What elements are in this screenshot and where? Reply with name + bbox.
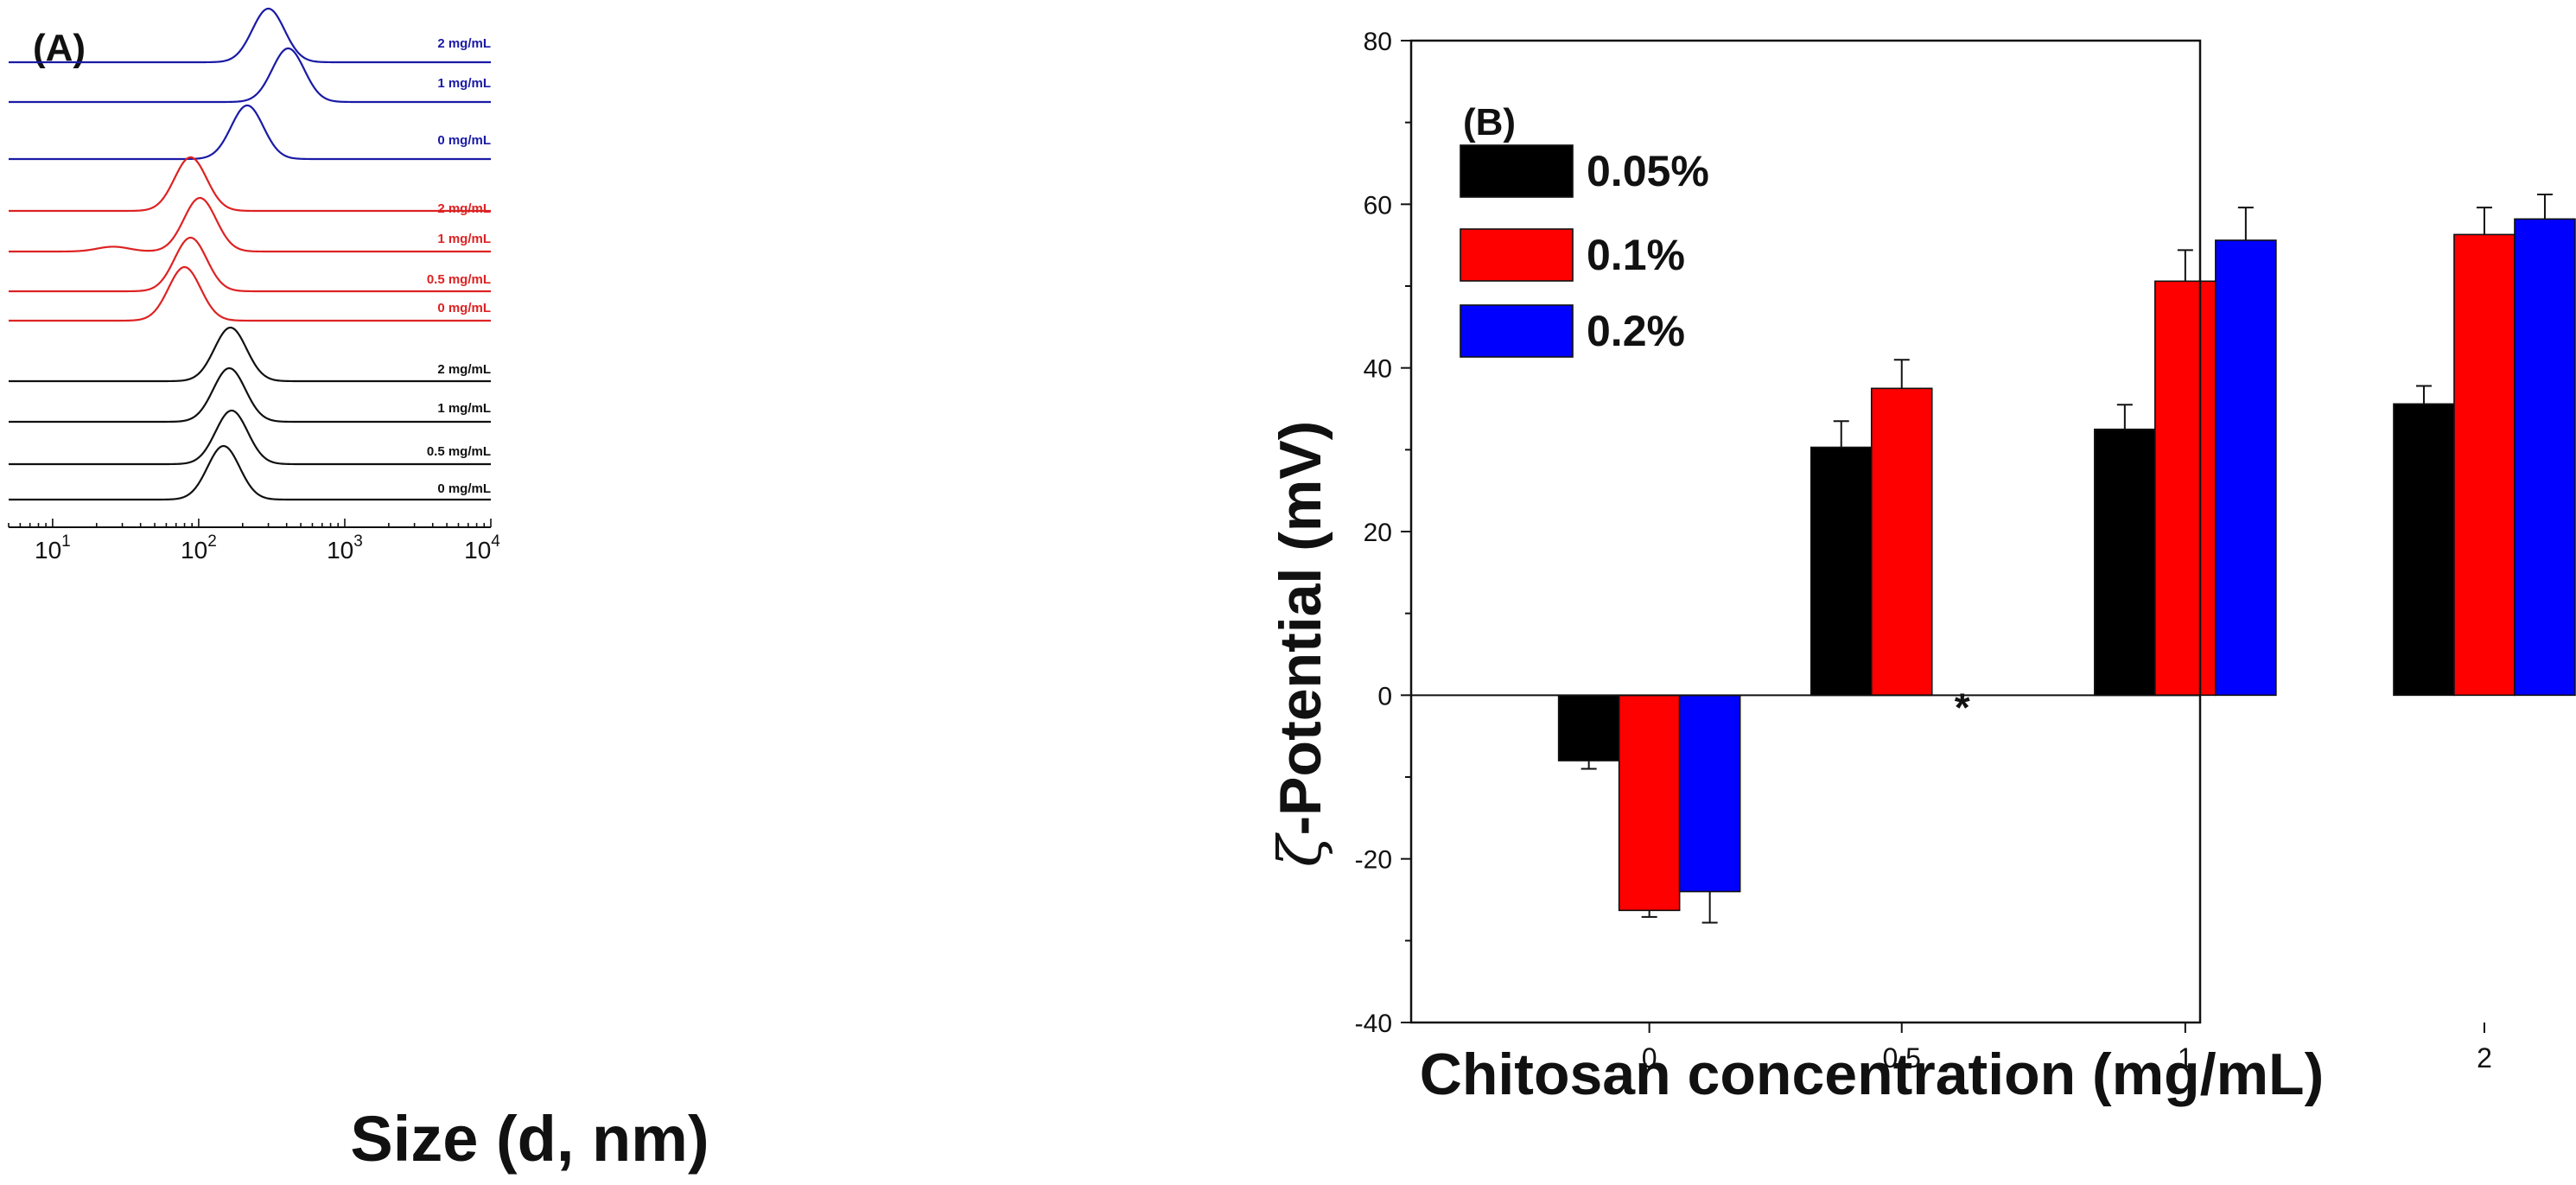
- panel-a-curves: 2 mg/mL 1 mg/mL 0 mg/mL 2 mg/mL 1 mg/mL 0.5 m…: [9, 7, 491, 501]
- x-tick-label: 2: [2477, 1042, 2492, 1074]
- y-tick-label: 80: [1364, 28, 1392, 56]
- y-tick-label: 40: [1364, 355, 1392, 384]
- x-tick-label: 104: [464, 532, 500, 564]
- curve-label: 0 mg/mL: [437, 301, 491, 315]
- zeta-symbol: ζ: [1267, 831, 1335, 867]
- curve-label: 2 mg/mL: [437, 201, 491, 216]
- panel-b-legend: 0.05% 0.1% 0.2%: [1460, 144, 1709, 358]
- bar-0.5-0.1%: [1870, 387, 1933, 697]
- curve-black-0-5-mg-mL: [9, 409, 491, 466]
- curve-red-0-5-mg-mL: [9, 236, 491, 293]
- x-tick-label: 0: [1642, 1042, 1657, 1074]
- curve-label: 0.5 mg/mL: [427, 272, 491, 287]
- curve-label: 0 mg/mL: [437, 133, 491, 148]
- legend-swatch-0.05%: [1460, 144, 1574, 198]
- bar-2-0.1%: [2453, 233, 2516, 697]
- legend-swatch-0.1%: [1460, 228, 1574, 282]
- curve-label: 0 mg/mL: [437, 481, 491, 496]
- curve-blue-2-mg-mL: [9, 7, 491, 64]
- bar-0-0.2%: [1678, 694, 1741, 893]
- bar-2-0.2%: [2514, 218, 2576, 697]
- curve-red-0-mg-mL: [9, 265, 491, 322]
- curve-label: 1 mg/mL: [437, 401, 491, 416]
- bar-1-0.1%: [2154, 280, 2217, 697]
- x-tick-base: 10: [464, 537, 491, 564]
- bar-1-0.05%: [2094, 428, 2156, 697]
- panel-b-error-bars: [1581, 193, 2553, 924]
- legend-swatch-0.2%: [1460, 304, 1574, 358]
- panel-a-x-axis-title: Size (d, nm): [350, 1103, 709, 1175]
- panel-a-size-distribution: (A) 2 mg/mL1 mg/mL0 mg/mL2 mg/mL1 mg/mL0…: [8, 7, 709, 1175]
- x-tick-base: 10: [35, 537, 61, 564]
- panel-b-annotation-star: *: [1955, 685, 1970, 729]
- curve-blue-1-mg-mL: [9, 47, 491, 104]
- panel-b-axes: -40 -20 0 20 40 60 80 0 0.5 1 2: [1355, 28, 2492, 1074]
- bar-2-0.05%: [2393, 403, 2455, 697]
- curve-label: 2 mg/mL: [437, 36, 491, 51]
- bar-0-0.1%: [1618, 694, 1681, 912]
- panel-b-y-axis-title: ζ-Potential (mV): [1267, 421, 1335, 868]
- x-tick-label: 102: [181, 532, 217, 564]
- y-axis-title-text: -Potential (mV): [1268, 421, 1333, 836]
- bar-0-0.05%: [1557, 694, 1620, 761]
- x-tick-exponent: 3: [353, 532, 363, 551]
- x-tick-exponent: 4: [491, 532, 500, 551]
- bar-0.5-0.05%: [1810, 446, 1873, 697]
- panel-b-bars: [1557, 218, 2576, 912]
- curve-label: 0.5 mg/mL: [427, 444, 491, 459]
- x-tick-base: 10: [327, 537, 353, 564]
- y-tick-label: 60: [1364, 191, 1392, 220]
- x-tick-label: 103: [327, 532, 363, 564]
- curve-black-0-mg-mL: [9, 444, 491, 501]
- panel-a-x-axis: 101 102 103 104: [8, 519, 500, 564]
- x-tick-label: 101: [35, 532, 71, 564]
- curve-black-2-mg-mL: [9, 326, 491, 383]
- y-tick-label: 0: [1377, 682, 1392, 710]
- curve-label: 1 mg/mL: [437, 232, 491, 246]
- x-tick-label: 0.5: [1882, 1042, 1920, 1074]
- curve-label: 2 mg/mL: [437, 362, 491, 377]
- curve-black-1-mg-mL: [9, 366, 491, 424]
- legend-label: 0.1%: [1587, 231, 1685, 279]
- panel-b-label: (B): [1463, 101, 1516, 143]
- panel-b-x-axis-title: Chitosan concentration (mg/mL): [1420, 1042, 2324, 1107]
- legend-label: 0.05%: [1587, 147, 1709, 195]
- x-tick-exponent: 2: [207, 532, 217, 551]
- x-tick-label: 1: [2178, 1042, 2193, 1074]
- x-tick-base: 10: [181, 537, 207, 564]
- bar-1-0.2%: [2215, 239, 2277, 697]
- curve-red-2-mg-mL: [9, 156, 491, 213]
- curve-blue-0-mg-mL: [9, 104, 491, 161]
- curve-red-1-mg-mL: [9, 196, 491, 253]
- curve-label: 1 mg/mL: [437, 76, 491, 91]
- legend-label: 0.2%: [1587, 307, 1685, 355]
- y-tick-label: 20: [1364, 519, 1392, 547]
- y-tick-label: -40: [1355, 1010, 1392, 1038]
- x-tick-exponent: 1: [61, 532, 71, 551]
- y-tick-label: -20: [1355, 846, 1392, 875]
